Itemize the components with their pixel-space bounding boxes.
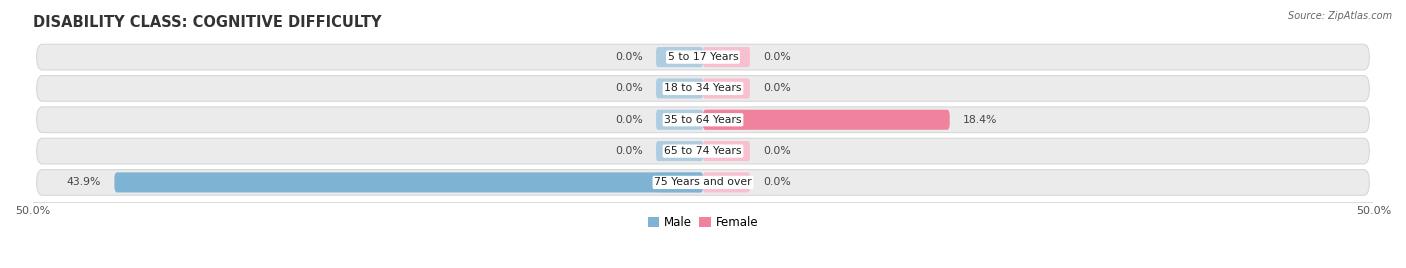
FancyBboxPatch shape [657, 79, 703, 98]
FancyBboxPatch shape [37, 138, 1369, 164]
FancyBboxPatch shape [657, 110, 703, 130]
Text: 0.0%: 0.0% [614, 83, 643, 94]
FancyBboxPatch shape [703, 172, 749, 192]
FancyBboxPatch shape [37, 76, 1369, 101]
Text: 0.0%: 0.0% [614, 146, 643, 156]
FancyBboxPatch shape [703, 141, 749, 161]
Text: DISABILITY CLASS: COGNITIVE DIFFICULTY: DISABILITY CLASS: COGNITIVE DIFFICULTY [32, 15, 381, 30]
Text: 43.9%: 43.9% [66, 177, 101, 187]
Text: 0.0%: 0.0% [763, 52, 792, 62]
Text: 0.0%: 0.0% [614, 115, 643, 125]
Text: 0.0%: 0.0% [614, 52, 643, 62]
Text: 75 Years and over: 75 Years and over [654, 177, 752, 187]
Text: 5 to 17 Years: 5 to 17 Years [668, 52, 738, 62]
FancyBboxPatch shape [703, 110, 749, 130]
Text: Source: ZipAtlas.com: Source: ZipAtlas.com [1288, 11, 1392, 21]
Text: 65 to 74 Years: 65 to 74 Years [664, 146, 742, 156]
FancyBboxPatch shape [37, 107, 1369, 133]
FancyBboxPatch shape [37, 44, 1369, 70]
FancyBboxPatch shape [657, 141, 703, 161]
FancyBboxPatch shape [657, 172, 703, 192]
Text: 35 to 64 Years: 35 to 64 Years [664, 115, 742, 125]
Text: 0.0%: 0.0% [763, 177, 792, 187]
Legend: Male, Female: Male, Female [643, 211, 763, 233]
FancyBboxPatch shape [703, 110, 949, 130]
Text: 18 to 34 Years: 18 to 34 Years [664, 83, 742, 94]
Text: 18.4%: 18.4% [963, 115, 997, 125]
FancyBboxPatch shape [114, 172, 703, 192]
FancyBboxPatch shape [703, 79, 749, 98]
FancyBboxPatch shape [657, 47, 703, 67]
FancyBboxPatch shape [703, 47, 749, 67]
Text: 0.0%: 0.0% [763, 146, 792, 156]
FancyBboxPatch shape [37, 170, 1369, 195]
Text: 0.0%: 0.0% [763, 83, 792, 94]
